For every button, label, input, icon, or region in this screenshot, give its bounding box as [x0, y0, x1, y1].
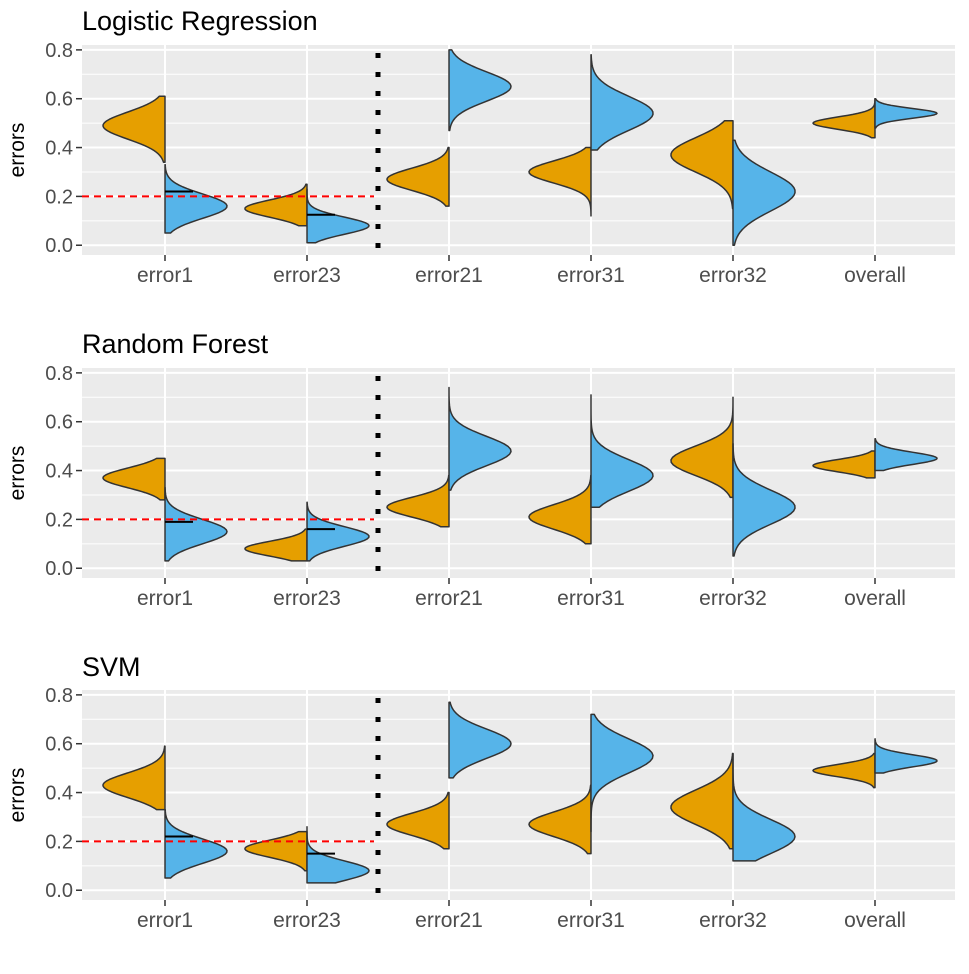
y-tick-label: 0.6	[45, 89, 73, 111]
x-tick-label-error23: error23	[273, 264, 341, 287]
violin-blue-error1	[164, 486, 228, 562]
x-tick-label-error21: error21	[415, 909, 483, 932]
x-tick-label-error23: error23	[273, 587, 341, 610]
violin-blue-error32	[732, 139, 796, 246]
violin-orange-error31	[528, 474, 592, 545]
x-tick-label-error32: error32	[699, 909, 767, 932]
panel-logistic-regression: Logistic Regression errors 0.0 0.2 0.4 0.6 0…	[6, 6, 955, 287]
panel-random-forest: Random Forest errors 0.0 0.2 0.4 0.6 0.8 erro…	[6, 329, 955, 610]
y-axis-label: errors	[6, 123, 29, 178]
panel-title: Random Forest	[82, 329, 269, 359]
violin-blue-error21	[448, 701, 512, 779]
violin-blue-overall	[874, 438, 938, 472]
y-axis-label: errors	[6, 768, 29, 823]
x-tick-label-error23: error23	[273, 909, 341, 932]
y-tick-label: 0.6	[45, 734, 73, 756]
x-tick-label-error21: error21	[415, 264, 483, 287]
violin-blue-error1	[164, 163, 228, 234]
violin-orange-overall	[812, 450, 876, 479]
x-tick-label-error31: error31	[557, 587, 625, 610]
violin-orange-error31	[528, 146, 592, 217]
x-tick-label-error1: error1	[137, 587, 193, 610]
violin-orange-error32	[670, 119, 734, 210]
violin-blue-error31	[590, 54, 654, 151]
violin-orange-overall	[812, 752, 876, 789]
panel-background	[82, 690, 955, 900]
violin-orange-error21	[386, 146, 450, 207]
panel-title: SVM	[82, 652, 141, 682]
y-axis-label: errors	[6, 446, 29, 501]
violin-orange-error32	[670, 752, 734, 850]
violin-blue-overall	[874, 738, 938, 774]
y-tick-label: 0.6	[45, 412, 73, 434]
violin-orange-error1	[102, 457, 166, 501]
y-tick-label: 0.4	[45, 138, 73, 160]
violin-blue-error32	[732, 752, 796, 862]
x-tick-label-overall: overall	[844, 909, 906, 932]
x-tick-label-error32: error32	[699, 587, 767, 610]
violin-blue-error31	[590, 713, 654, 833]
violin-orange-error1	[102, 745, 166, 811]
panel-background	[82, 368, 955, 578]
y-tick-label: 0.0	[45, 235, 73, 257]
panel-svm: SVM errors 0.0 0.2 0.4 0.6 0.8 error1 error23 e…	[6, 652, 955, 932]
violin-orange-error31	[528, 784, 592, 855]
x-tick-label-overall: overall	[844, 587, 906, 610]
y-tick-label: 0.2	[45, 831, 73, 853]
violin-orange-error32	[670, 396, 734, 499]
violin-blue-error1	[164, 808, 228, 879]
y-tick-label: 0.8	[45, 363, 73, 385]
violin-blue-error31	[590, 394, 654, 508]
violin-orange-error21	[386, 474, 450, 528]
violin-blue-error32	[732, 442, 796, 557]
violin-blue-error23	[306, 825, 370, 884]
x-tick-label-overall: overall	[844, 264, 906, 287]
violin-blue-overall	[874, 97, 938, 129]
violin-blue-error21	[448, 49, 512, 132]
x-tick-label-error21: error21	[415, 587, 483, 610]
violin-orange-error1	[102, 95, 166, 163]
panel-title: Logistic Regression	[82, 6, 318, 36]
y-tick-label: 0.0	[45, 880, 73, 902]
y-tick-label: 0.4	[45, 461, 73, 483]
x-tick-label-error31: error31	[557, 264, 625, 287]
violin-blue-error21	[448, 386, 512, 491]
y-tick-label: 0.8	[45, 40, 73, 62]
violin-orange-error23	[244, 528, 308, 562]
violin-blue-error23	[306, 501, 370, 562]
y-tick-label: 0.8	[45, 685, 73, 707]
x-tick-label-error1: error1	[137, 909, 193, 932]
violin-orange-error23	[244, 183, 308, 227]
x-tick-label-error1: error1	[137, 264, 193, 287]
y-tick-label: 0.4	[45, 783, 73, 805]
x-tick-label-error31: error31	[557, 909, 625, 932]
violin-blue-error23	[306, 188, 370, 244]
y-tick-label: 0.2	[45, 186, 73, 208]
violin-orange-error21	[386, 791, 450, 850]
y-tick-label: 0.0	[45, 558, 73, 580]
panel-background	[82, 45, 955, 255]
x-tick-label-error32: error32	[699, 264, 767, 287]
y-tick-label: 0.2	[45, 509, 73, 531]
